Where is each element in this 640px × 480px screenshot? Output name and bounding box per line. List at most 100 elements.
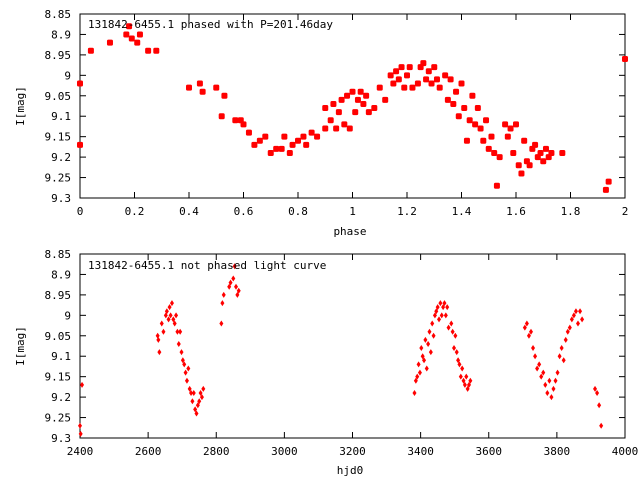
data-point [491, 150, 498, 157]
data-point [445, 304, 450, 311]
data-point [281, 133, 288, 140]
y-tick-label: 9.05 [45, 330, 72, 343]
y-tick-label: 9.2 [51, 391, 71, 404]
data-point [457, 361, 462, 368]
data-point [278, 145, 285, 152]
data-point [453, 332, 458, 339]
data-point [232, 117, 239, 124]
y-tick-label: 9 [64, 309, 71, 322]
data-point [390, 80, 397, 87]
data-point [175, 328, 180, 335]
data-point [157, 349, 162, 356]
data-point [569, 316, 574, 323]
data-point [198, 390, 203, 397]
y-tick-label: 8.95 [45, 289, 72, 302]
data-point [236, 287, 241, 294]
y-tick-label: 9.2 [51, 151, 71, 164]
data-point [549, 394, 554, 401]
data-point [180, 357, 185, 364]
data-point [376, 84, 383, 91]
x-tick-label: 0.6 [234, 205, 254, 218]
data-point [166, 316, 171, 323]
data-point [262, 133, 269, 140]
data-point [78, 430, 83, 437]
y-tick-label: 9.15 [45, 131, 72, 144]
data-point [599, 422, 604, 429]
data-point [559, 150, 566, 157]
data-point [161, 328, 166, 335]
y-tick-label: 8.9 [51, 28, 71, 41]
data-point [565, 328, 570, 335]
data-point [136, 31, 143, 38]
data-point [213, 84, 220, 91]
y-tick-label: 9 [64, 69, 71, 82]
data-point [186, 84, 192, 91]
data-point [458, 80, 465, 87]
data-point [466, 117, 473, 124]
data-point [106, 39, 113, 46]
x-axis-label: phase [333, 225, 366, 238]
data-point [521, 137, 528, 144]
data-point [580, 316, 585, 323]
y-tick-label: 8.85 [45, 248, 72, 261]
data-point [357, 88, 364, 95]
data-point [413, 377, 418, 384]
data-point [474, 105, 481, 112]
data-point [256, 137, 263, 144]
data-point [335, 109, 342, 116]
x-tick-label: 2 [622, 205, 629, 218]
data-point [419, 345, 424, 352]
y-tick-label: 9.1 [51, 110, 71, 123]
data-point [507, 125, 514, 132]
data-point [528, 328, 533, 335]
y-tick-label: 9.3 [51, 432, 71, 445]
data-point [468, 377, 473, 384]
data-point [295, 137, 301, 144]
data-point [167, 304, 172, 311]
data-point [622, 55, 628, 62]
data-point [441, 304, 446, 311]
data-point [322, 105, 329, 112]
data-point [510, 150, 517, 157]
data-point [557, 353, 562, 360]
data-point [330, 100, 337, 107]
data-point [240, 121, 247, 128]
axis-ticks: 0 0.2 0.4 0.6 0.8 1 1.2 1.4 1.6 1.8 2 8.85 8.9 8.95 9 9… [45, 8, 629, 218]
data-point [542, 145, 549, 152]
x-tick-label: 2400 [67, 445, 94, 458]
data-point [435, 304, 440, 311]
data-point [462, 381, 467, 388]
data-point [187, 385, 192, 392]
x-tick-label: 1.4 [452, 205, 472, 218]
data-point [409, 84, 416, 91]
data-point [602, 186, 609, 193]
data-point [559, 345, 564, 352]
data-point [439, 312, 444, 319]
data-point [77, 80, 83, 87]
data-point [450, 100, 457, 107]
data-point [461, 377, 466, 384]
data-point [464, 373, 469, 380]
data-point [537, 361, 542, 368]
x-tick-label: 0.4 [179, 205, 199, 218]
x-tick-label: 1 [349, 205, 356, 218]
data-point [455, 113, 462, 120]
data-point [231, 275, 236, 282]
data-point [563, 336, 568, 343]
data-point [289, 141, 296, 148]
data-point [578, 308, 583, 315]
data-point [524, 320, 529, 327]
chart-title: 131842-6455.1 phased with P=201.46day [88, 18, 333, 31]
data-point [425, 68, 432, 75]
data-point [526, 332, 531, 339]
x-tick-label: 1.2 [397, 205, 417, 218]
unphased-light-curve-panel: 2400 2600 2800 3000 3200 3400 3600 3800 4000 8.85… [14, 248, 638, 477]
data-point [159, 320, 164, 327]
data-point [434, 308, 439, 315]
data-point [436, 84, 443, 91]
data-point [551, 385, 556, 392]
data-point [515, 162, 522, 169]
data-point [438, 300, 443, 307]
data-point [488, 133, 495, 140]
